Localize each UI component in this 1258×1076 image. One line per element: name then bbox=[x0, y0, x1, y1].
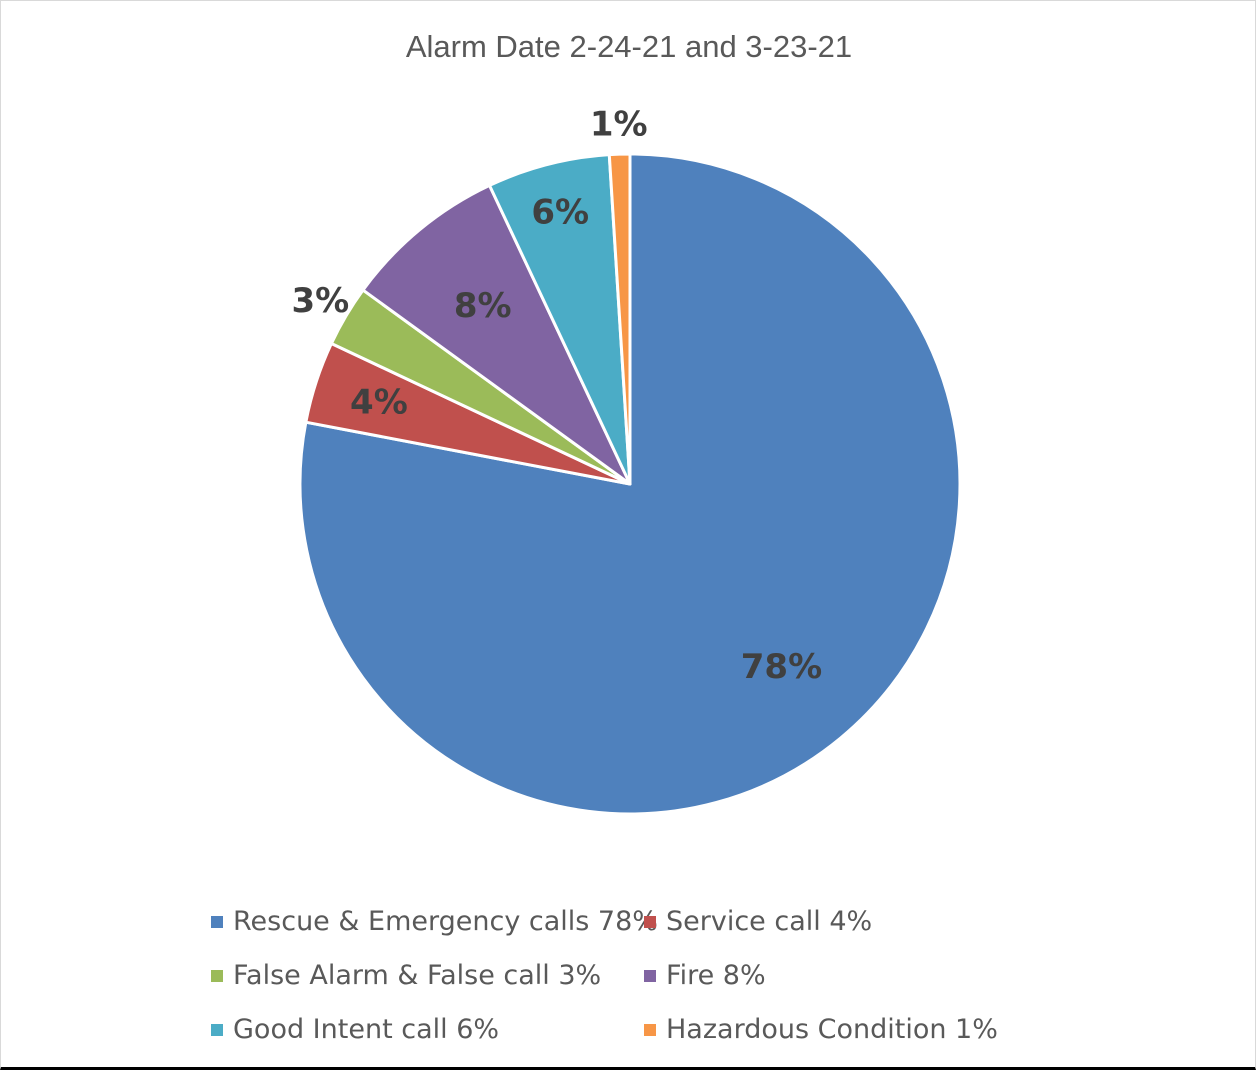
legend-item-fire: Fire 8% bbox=[644, 960, 766, 991]
legend-label-service-call: Service call 4% bbox=[666, 906, 873, 937]
data-label-hazardous-condition: 1% bbox=[590, 104, 648, 144]
legend-item-hazardous-condition: Hazardous Condition 1% bbox=[644, 1014, 998, 1045]
legend-swatch-rescue-emergency bbox=[211, 915, 223, 928]
legend-label-good-intent: Good Intent call 6% bbox=[233, 1014, 500, 1045]
pie-slice-good-intent bbox=[487, 153, 632, 486]
legend-label-hazardous-condition: Hazardous Condition 1% bbox=[666, 1014, 998, 1045]
legend-item-false-alarm: False Alarm & False call 3% bbox=[211, 960, 601, 991]
data-label-rescue-emergency: 78% bbox=[741, 647, 822, 687]
legend-swatch-fire bbox=[644, 969, 656, 982]
legend-label-fire: Fire 8% bbox=[666, 960, 766, 991]
data-label-false-alarm: 3% bbox=[292, 281, 350, 321]
data-label-service-call: 4% bbox=[350, 382, 408, 422]
pie-slice-hazardous-condition bbox=[607, 152, 632, 486]
data-label-good-intent: 6% bbox=[531, 192, 589, 232]
legend-item-rescue-emergency: Rescue & Emergency calls 78% bbox=[211, 906, 658, 937]
legend-label-false-alarm: False Alarm & False call 3% bbox=[233, 960, 602, 991]
legend-swatch-hazardous-condition bbox=[644, 1023, 656, 1036]
pie-slice-rescue-emergency bbox=[298, 152, 962, 816]
legend-swatch-service-call bbox=[644, 915, 656, 928]
pie-chart: 78% 4% 3% 8% 6% 1% bbox=[292, 104, 962, 816]
chart-title: Alarm Date 2-24-21 and 3-23-21 bbox=[405, 29, 853, 64]
legend-label-rescue-emergency: Rescue & Emergency calls 78% bbox=[233, 906, 658, 937]
legend-swatch-false-alarm bbox=[211, 969, 223, 982]
legend-item-good-intent: Good Intent call 6% bbox=[211, 1014, 499, 1045]
data-label-fire: 8% bbox=[454, 286, 512, 326]
legend-swatch-good-intent bbox=[211, 1023, 223, 1036]
pie-slice-fire bbox=[361, 183, 632, 486]
legend-item-service-call: Service call 4% bbox=[644, 906, 872, 937]
